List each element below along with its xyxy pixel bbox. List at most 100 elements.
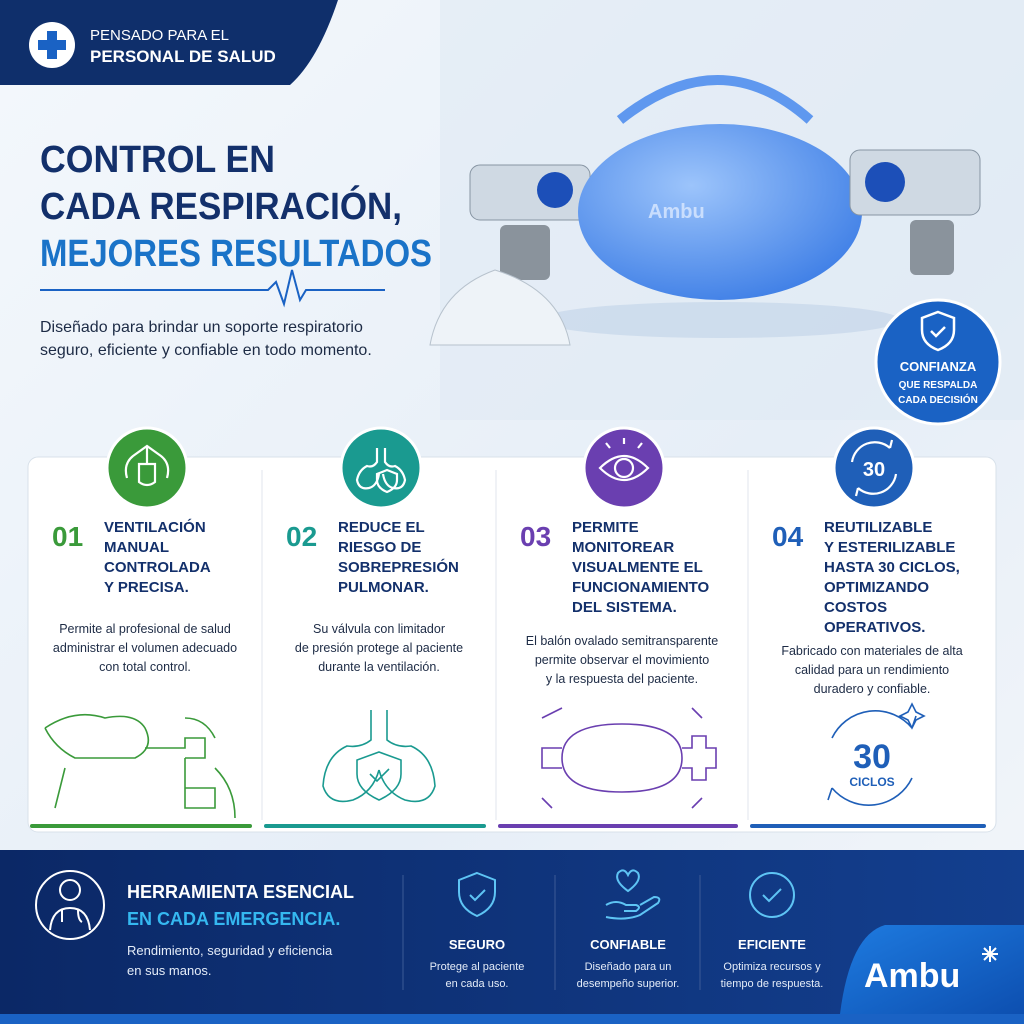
feature-title: HASTA 30 CICLOS, xyxy=(824,559,960,576)
doctor-icon xyxy=(35,870,105,940)
feature-title: RIESGO DE xyxy=(338,539,421,556)
pillar-desc: Protege al paciente xyxy=(430,961,525,973)
card-illustration xyxy=(44,713,236,819)
icon-glyph xyxy=(850,439,898,497)
seal-line: CONFIANZA xyxy=(900,359,977,374)
pulse-line xyxy=(40,269,385,308)
feature-body: calidad para un rendimiento xyxy=(795,663,949,677)
plus-icon xyxy=(38,31,66,59)
feature-body: administrar el volumen adecuado xyxy=(53,641,237,655)
product-brand: Ambu xyxy=(648,201,705,223)
logo-shape xyxy=(840,925,1024,1014)
pillar-icon xyxy=(458,871,496,918)
feature-body: permite observar el movimiento xyxy=(535,653,709,667)
badge-label: CICLOS xyxy=(849,775,894,789)
badge-shape xyxy=(0,0,338,85)
card-accent xyxy=(750,824,986,828)
feature-body: durante la ventilación. xyxy=(318,660,440,674)
valve-cap xyxy=(865,162,905,202)
card-accent xyxy=(498,824,738,828)
feature-body: Fabricado con materiales de alta xyxy=(781,644,962,658)
description-line: Diseñado para brindar un soporte respira… xyxy=(40,319,363,336)
connector xyxy=(500,225,550,280)
feature-body: con total control. xyxy=(99,660,191,674)
icon-glyph xyxy=(355,448,407,494)
feature-title: OPERATIVOS. xyxy=(824,619,925,636)
headline-line: MEJORES RESULTADOS xyxy=(40,233,432,275)
valve-cap xyxy=(537,172,573,208)
shield-icon xyxy=(920,310,956,352)
card-icon xyxy=(339,426,423,510)
feature-title: OPTIMIZANDO xyxy=(824,579,929,596)
feature-title: REUTILIZABLE xyxy=(824,519,932,536)
illustration-lines xyxy=(322,710,436,803)
card-icon xyxy=(832,426,916,510)
illustration-lines xyxy=(827,702,926,806)
icon-glyph xyxy=(124,444,170,487)
badge-line: PERSONAL DE SALUD xyxy=(90,47,276,66)
feature-title: Y ESTERILIZABLE xyxy=(824,539,955,556)
footer-strip xyxy=(0,1014,1024,1024)
feature-body: Su válvula con limitador xyxy=(313,622,445,636)
feature-title: PERMITE xyxy=(572,519,639,536)
doctor-figure xyxy=(49,879,91,931)
feature-title: FUNCIONAMIENTO xyxy=(572,579,710,596)
description-line: seguro, eficiente y confiable en todo mo… xyxy=(40,342,372,359)
shadow xyxy=(540,302,900,338)
feature-title: REDUCE EL xyxy=(338,519,425,536)
icon-glyph xyxy=(598,438,650,482)
feature-title: CONTROLADA xyxy=(104,559,211,576)
connector xyxy=(910,220,954,275)
pillar-desc: desempeño superior. xyxy=(577,978,680,990)
pillar-desc: Diseñado para un xyxy=(585,961,672,973)
footer-title: EN CADA EMERGENCIA. xyxy=(127,909,340,929)
check-icon xyxy=(930,326,946,338)
feature-title: VENTILACIÓN xyxy=(104,518,206,536)
headline-line: CONTROL EN xyxy=(40,139,275,181)
pillar-icon xyxy=(749,872,795,919)
feature-title: DEL SISTEMA. xyxy=(572,599,677,616)
footer-subtitle: en sus manos. xyxy=(127,963,212,978)
feature-body: de presión protege al paciente xyxy=(295,641,463,655)
illustration-lines xyxy=(44,713,236,819)
features-panel xyxy=(27,456,997,833)
pillar-name: SEGURO xyxy=(449,937,505,952)
card-accent xyxy=(264,824,486,828)
feature-title: VISUALMENTE EL xyxy=(572,559,703,576)
badge-line: PENSADO PARA EL xyxy=(90,27,229,44)
feature-title: SOBREPRESIÓN xyxy=(338,558,459,576)
icon-text: 30 xyxy=(863,459,885,481)
card-illustration xyxy=(322,710,436,803)
handle xyxy=(616,75,814,124)
seal-line: QUE RESPALDA xyxy=(899,380,978,391)
pillar-desc: Optimiza recursos y xyxy=(723,961,821,973)
card-icon xyxy=(582,426,666,510)
feature-title: MANUAL xyxy=(104,539,169,556)
logo-star xyxy=(982,946,998,962)
pillar-desc: tiempo de respuesta. xyxy=(721,978,824,990)
feature-number: 01 xyxy=(52,521,83,552)
card-icon xyxy=(105,426,189,510)
pillar-name: EFICIENTE xyxy=(738,937,806,952)
footer-subtitle: Rendimiento, seguridad y eficiencia xyxy=(127,943,333,958)
mask xyxy=(429,269,571,346)
headline-line: CADA RESPIRACIÓN, xyxy=(40,184,402,228)
feature-number: 02 xyxy=(286,521,317,552)
feature-title: COSTOS xyxy=(824,599,887,616)
card-illustration xyxy=(541,707,717,809)
pillar-name: CONFIABLE xyxy=(590,937,666,952)
logo: Ambu xyxy=(864,957,960,995)
pillar-icon xyxy=(605,869,661,920)
feature-body: duradero y confiable. xyxy=(814,682,931,696)
feature-body: El balón ovalado semitransparente xyxy=(526,634,719,648)
badge-number: 30 xyxy=(853,738,891,776)
feature-title: MONITOREAR xyxy=(572,539,674,556)
seal xyxy=(874,298,1002,426)
feature-number: 03 xyxy=(520,521,551,552)
feature-number: 04 xyxy=(772,521,804,552)
feature-title: PULMONAR. xyxy=(338,579,429,596)
bag xyxy=(578,124,862,300)
footer-title: HERRAMIENTA ESENCIAL xyxy=(127,882,354,902)
